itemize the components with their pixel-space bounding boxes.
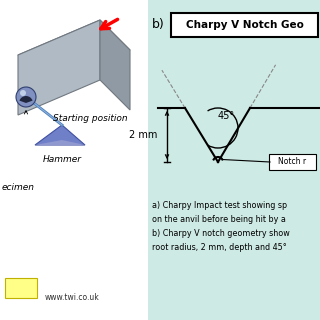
FancyBboxPatch shape (171, 13, 318, 37)
Text: www.twi.co.uk: www.twi.co.uk (44, 293, 100, 302)
Circle shape (20, 90, 26, 96)
Polygon shape (100, 20, 130, 110)
Text: root radius, 2 mm, depth and 45°: root radius, 2 mm, depth and 45° (152, 243, 287, 252)
Circle shape (16, 87, 36, 107)
Text: Notch r: Notch r (278, 157, 307, 166)
Polygon shape (18, 20, 100, 115)
Text: Hammer: Hammer (43, 155, 82, 164)
Text: a) Charpy Impact test showing sp: a) Charpy Impact test showing sp (152, 201, 287, 210)
Wedge shape (20, 96, 33, 103)
Polygon shape (35, 140, 85, 145)
Text: b): b) (152, 18, 165, 31)
Bar (0, 0, 148, 320)
Text: on the anvil before being hit by a: on the anvil before being hit by a (152, 215, 286, 224)
Text: 45°: 45° (217, 111, 235, 121)
FancyBboxPatch shape (269, 154, 316, 170)
Text: ecimen: ecimen (2, 183, 35, 192)
Polygon shape (18, 20, 130, 85)
Bar (5, 278, 37, 298)
Text: 2 mm: 2 mm (129, 130, 157, 140)
Text: Starting position: Starting position (53, 114, 127, 123)
Polygon shape (35, 125, 85, 145)
Text: Charpy V Notch Geo: Charpy V Notch Geo (186, 20, 303, 30)
Text: b) Charpy V notch geometry show: b) Charpy V notch geometry show (152, 229, 290, 238)
